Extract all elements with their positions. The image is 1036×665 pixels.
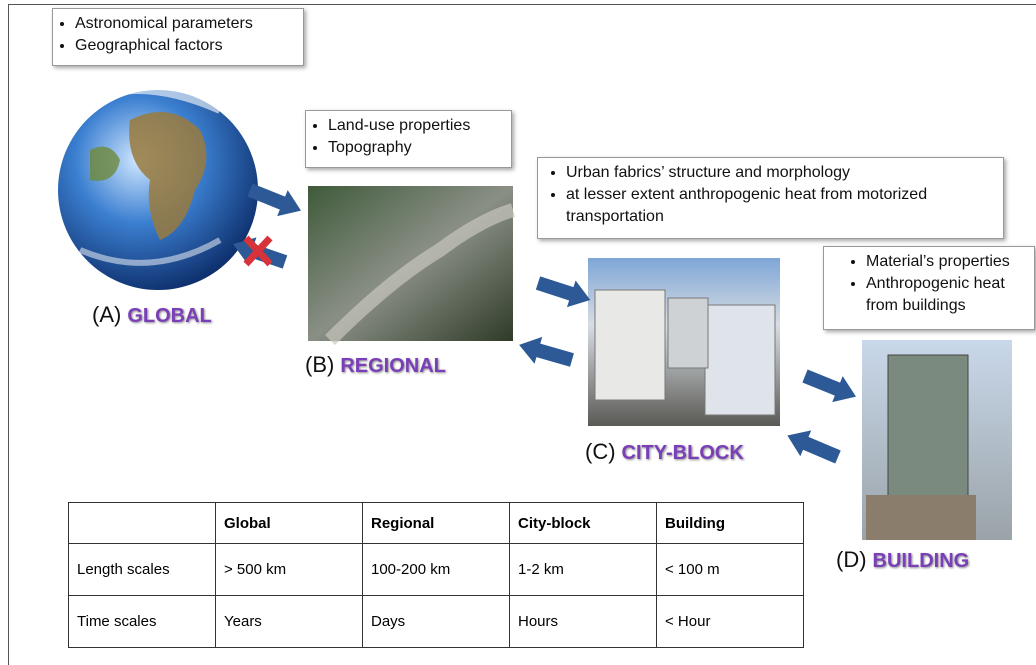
globe <box>58 90 258 290</box>
scale-name: GLOBAL <box>127 305 211 327</box>
scale-name: BUILDING <box>873 550 970 572</box>
regional-photo <box>308 186 513 341</box>
table-cell: Days <box>363 596 510 648</box>
table-cell: 100-200 km <box>363 544 510 596</box>
factor-box: Land-use properties Topography <box>305 110 512 168</box>
scale-label: (A) GLOBAL <box>92 302 212 328</box>
scale-letter: (C) <box>585 439 616 464</box>
arrow <box>534 270 595 314</box>
table-cell: Length scales <box>69 544 216 596</box>
scale-letter: (B) <box>305 352 334 377</box>
factor: Anthropogenic heat from buildings <box>866 273 1034 317</box>
scale-name: CITY-BLOCK <box>622 442 744 464</box>
scale-label: (B) REGIONAL <box>305 352 446 378</box>
header-cell: Regional <box>363 503 510 544</box>
building-photo <box>862 340 1012 540</box>
scale-name: REGIONAL <box>340 355 446 377</box>
header-cell: Building <box>657 503 804 544</box>
table-cell <box>69 503 216 544</box>
scale-letter: (D) <box>836 547 867 572</box>
table-cell: > 500 km <box>216 544 363 596</box>
scales-table: Global Regional City-block Building Leng… <box>68 502 804 648</box>
table-cell: Years <box>216 596 363 648</box>
table-cell: < Hour <box>657 596 804 648</box>
factor: Topography <box>328 137 511 159</box>
factor-box: Astronomical parameters Geographical fac… <box>52 8 304 66</box>
factor: Astronomical parameters <box>75 13 303 35</box>
scale-label: (C) CITY-BLOCK <box>585 439 744 465</box>
table-cell: 1-2 km <box>510 544 657 596</box>
factor-box: Material’s properties Anthropogenic heat… <box>823 246 1035 330</box>
city-block-photo <box>588 258 780 426</box>
table-cell: Hours <box>510 596 657 648</box>
arrow <box>800 363 861 410</box>
table-cell: < 100 m <box>657 544 804 596</box>
factor: Material’s properties <box>866 251 1034 273</box>
factor: Geographical factors <box>75 35 303 57</box>
header-cell: Global <box>216 503 363 544</box>
factor-box: Urban fabrics’ structure and morphology … <box>537 157 1004 239</box>
table-cell: Time scales <box>69 596 216 648</box>
page: Astronomical parameters Geographical fac… <box>0 0 1036 648</box>
header-cell: City-block <box>510 503 657 544</box>
scale-letter: (A) <box>92 302 121 327</box>
arrow <box>782 423 844 470</box>
arrow <box>515 331 576 373</box>
factor: at lesser extent anthropogenic heat from… <box>566 184 1003 228</box>
scale-label: (D) BUILDING <box>836 547 969 573</box>
factor: Urban fabrics’ structure and morphology <box>566 162 1003 184</box>
factor: Land-use properties <box>328 115 511 137</box>
